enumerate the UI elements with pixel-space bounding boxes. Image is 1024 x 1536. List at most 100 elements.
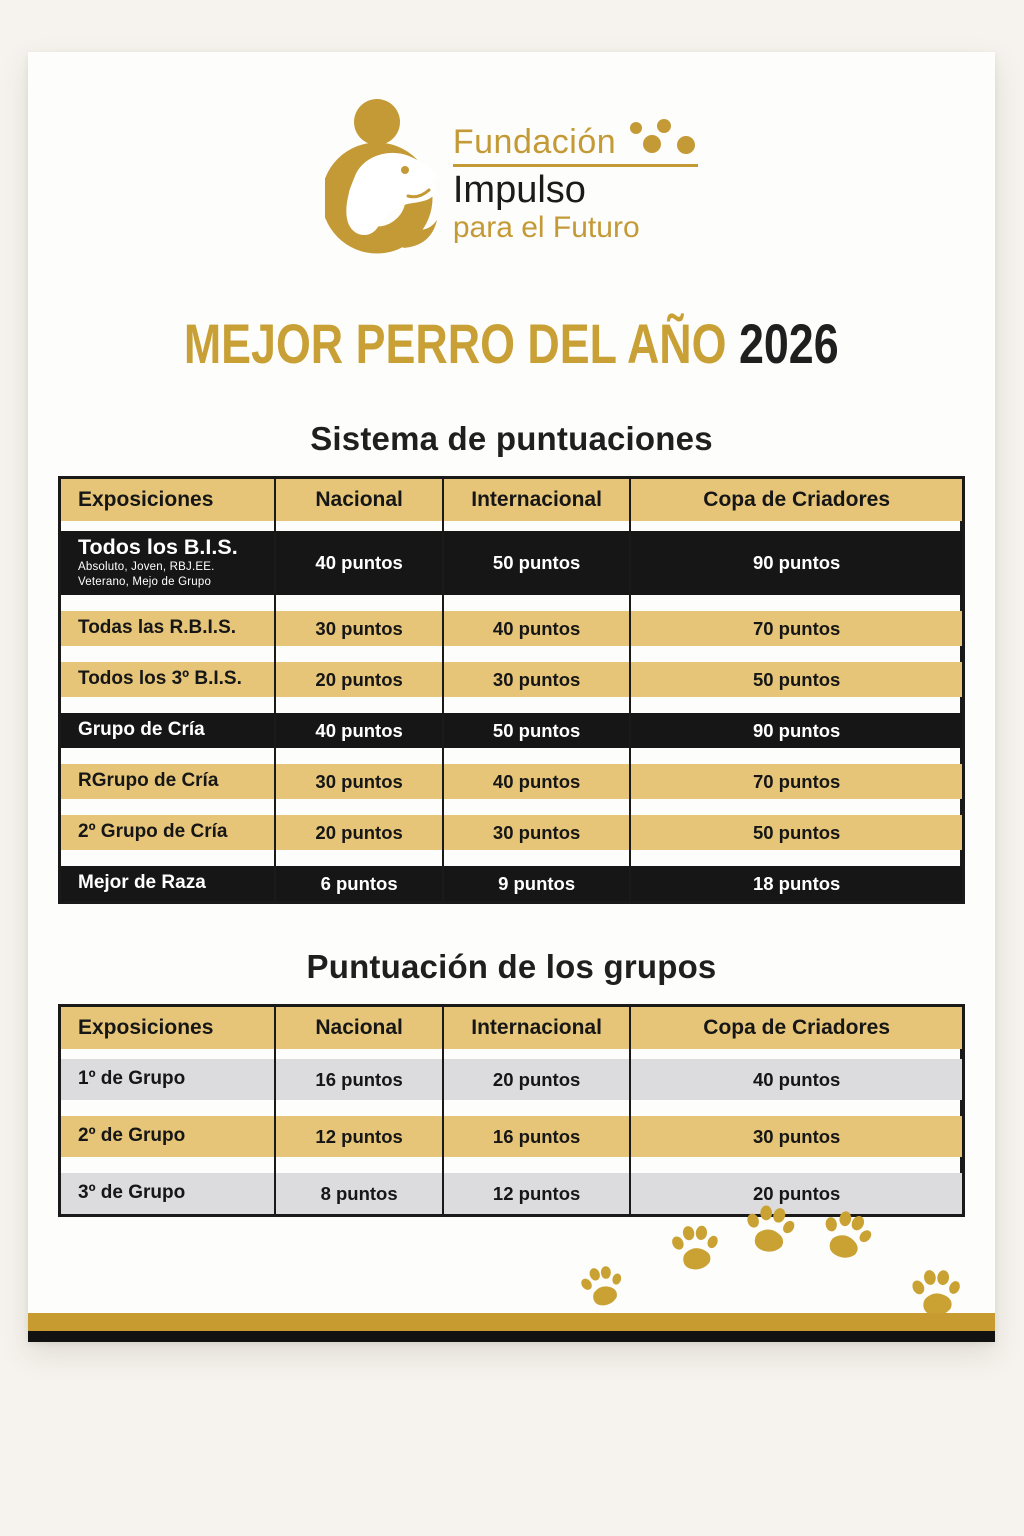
row-label-cell: 2º de Grupo [61,1116,277,1157]
table-header-cell: Nacional [276,1007,444,1049]
row-label-cell: 1º de Grupo [61,1059,277,1100]
points-cell: 30 puntos [752,1125,841,1147]
table-header-cell: Copa de Criadores [703,488,890,511]
row-gap [61,799,962,815]
row-gap-cell [631,521,962,531]
table-row: 1º de Grupo 16 puntos 20 puntos 40 puntos [61,1059,962,1100]
row-gap [61,1157,962,1173]
row-gap-cell [276,748,444,764]
foundation-logo: Fundación Impulso para el Futuro [28,52,995,265]
row-gap-cell [276,595,444,611]
row-gap-cell [444,595,632,611]
page-title-main: MEJOR PERRO DEL AÑO [184,312,727,375]
row-gap-cell [276,646,444,662]
table-header-row: Exposiciones Nacional Internacional Copa de… [61,479,962,521]
scoring-system-table: Exposiciones Nacional Internacional Copa de… [58,476,965,904]
row-gap-cell [444,1049,632,1059]
points-cell: 12 puntos [444,1173,632,1214]
row-label: 2º Grupo de Cría [78,821,228,843]
row-label: 1º de Grupo [78,1068,186,1090]
page-title-year: 2026 [739,312,839,375]
row-gap [61,697,962,713]
page-title: MEJOR PERRO DEL AÑO 2026 [28,311,995,376]
logo-underline-divider [452,164,699,168]
row-label: Grupo de Cría [78,719,205,741]
points-cell: 20 puntos [276,815,444,850]
points-cell: 40 puntos [444,611,632,646]
row-gap [61,1049,962,1059]
logo-name-bottom: para el Futuro [452,211,640,245]
row-gap-cell [444,1100,632,1116]
points-cell: 40 puntos [444,764,632,799]
points-cell: 50 puntos [444,531,632,595]
points-cell: 50 puntos [752,668,841,690]
row-gap-cell [631,1157,962,1173]
row-gap-cell [631,748,962,764]
table-header-cell: Exposiciones [61,479,277,521]
table-row: Grupo de Cría 40 puntos 50 puntos 90 puntos [61,713,962,748]
table-header-cell: Copa de Criadores [703,1016,890,1039]
row-gap-cell [444,748,632,764]
table-header-cell: Exposiciones [61,1007,277,1049]
row-gap-cell [61,748,277,764]
row-gap-cell [61,799,277,815]
row-gap [61,748,962,764]
points-cell: 18 puntos [752,872,841,894]
paw-print-icon [906,1262,963,1319]
points-cell: 50 puntos [444,713,632,748]
logo-name-top: Fundación [452,122,617,161]
points-cell: 30 puntos [444,662,632,697]
points-cell: 20 puntos [444,1059,632,1100]
footer-black-stripe [28,1331,995,1342]
row-gap [61,521,962,531]
points-cell: 9 puntos [444,866,632,901]
row-gap [61,595,962,611]
row-label: Mejor de Raza [78,872,206,894]
table-row: RGrupo de Cría 30 puntos 40 puntos 70 punto… [61,764,962,799]
row-gap-cell [276,521,444,531]
points-cell: 40 puntos [276,531,444,595]
row-gap-cell [631,697,962,713]
row-gap-cell [61,521,277,531]
row-sublabel: Veterano, Mejo de Grupo [78,575,212,588]
points-cell: 16 puntos [276,1059,444,1100]
paw-print-icon [573,1257,628,1312]
row-gap-cell [631,1049,962,1059]
row-gap-cell [61,1049,277,1059]
row-gap-cell [631,595,962,611]
logo-name-middle: Impulso [452,169,586,212]
points-cell: 16 puntos [444,1116,632,1157]
table-row: Mejor de Raza 6 puntos 9 puntos 18 puntos [61,866,962,901]
table-header-row: Exposiciones Nacional Internacional Copa de… [61,1007,962,1049]
row-gap-cell [444,1157,632,1173]
table-row: 3º de Grupo 8 puntos 12 puntos 20 puntos [61,1173,962,1214]
points-cell: 50 puntos [752,821,841,843]
table-row: 2º Grupo de Cría 20 puntos 30 puntos 50 pun… [61,815,962,850]
points-cell: 8 puntos [276,1173,444,1214]
row-label-cell: 2º Grupo de Cría [61,815,277,850]
row-gap-cell [444,646,632,662]
table-header-cell: Nacional [276,479,444,521]
row-gap-cell [444,521,632,531]
row-gap-cell [276,1049,444,1059]
row-gap-cell [276,799,444,815]
row-label: Todas las R.B.I.S. [78,617,237,639]
row-label-cell: Todos los 3º B.I.S. [61,662,277,697]
row-gap [61,646,962,662]
row-gap [61,850,962,866]
row-label: Todos los B.I.S. [78,535,238,560]
table-header-cell: Internacional [444,479,632,521]
points-cell: 12 puntos [276,1116,444,1157]
points-cell: 40 puntos [752,1068,841,1090]
row-label: Todos los 3º B.I.S. [78,668,242,690]
row-gap-cell [61,850,277,866]
logo-dots-icon [626,119,698,160]
row-gap-cell [61,1100,277,1116]
row-gap-cell [631,646,962,662]
row-gap [61,1100,962,1116]
row-label-cell: Todas las R.B.I.S. [61,611,277,646]
row-gap-cell [444,850,632,866]
row-gap-cell [276,1157,444,1173]
points-cell: 70 puntos [752,617,841,639]
row-label-cell: Mejor de Raza [61,866,277,901]
